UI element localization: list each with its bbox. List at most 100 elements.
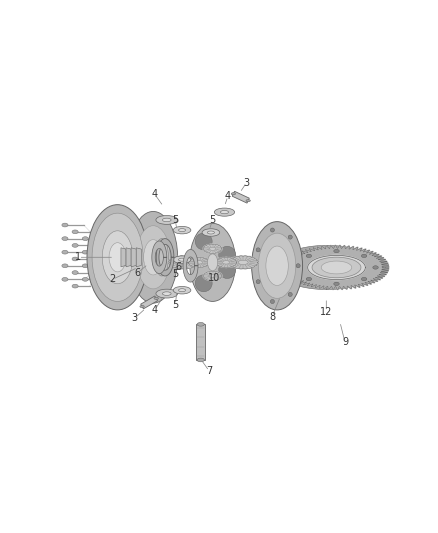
Ellipse shape — [129, 212, 178, 303]
Ellipse shape — [207, 231, 215, 234]
Ellipse shape — [92, 213, 143, 302]
Ellipse shape — [82, 237, 88, 240]
Text: 5: 5 — [172, 215, 178, 225]
Polygon shape — [136, 248, 141, 267]
Ellipse shape — [197, 322, 205, 326]
Ellipse shape — [202, 229, 220, 236]
Ellipse shape — [140, 305, 144, 308]
Polygon shape — [126, 248, 131, 267]
Ellipse shape — [72, 271, 78, 274]
Ellipse shape — [156, 289, 178, 298]
Ellipse shape — [173, 256, 191, 263]
Ellipse shape — [208, 254, 218, 271]
Ellipse shape — [295, 266, 300, 269]
Text: 12: 12 — [320, 306, 332, 317]
Polygon shape — [307, 255, 365, 280]
Ellipse shape — [195, 275, 212, 292]
Polygon shape — [121, 248, 126, 267]
Text: 4: 4 — [225, 191, 231, 201]
Ellipse shape — [173, 286, 191, 294]
Ellipse shape — [62, 223, 68, 227]
Polygon shape — [196, 324, 205, 360]
Ellipse shape — [179, 229, 186, 232]
Ellipse shape — [251, 222, 303, 310]
Text: 9: 9 — [342, 337, 348, 347]
Polygon shape — [215, 257, 237, 268]
Ellipse shape — [312, 257, 361, 278]
Ellipse shape — [306, 277, 311, 281]
Polygon shape — [203, 244, 222, 254]
Text: 10: 10 — [208, 273, 220, 282]
Ellipse shape — [258, 233, 296, 298]
Ellipse shape — [238, 260, 248, 264]
Ellipse shape — [209, 247, 215, 251]
Ellipse shape — [72, 284, 78, 288]
Ellipse shape — [195, 261, 203, 264]
Text: 1: 1 — [75, 252, 81, 262]
Ellipse shape — [82, 278, 88, 281]
Ellipse shape — [334, 249, 339, 253]
Text: 4: 4 — [152, 190, 158, 199]
Ellipse shape — [288, 293, 292, 296]
Ellipse shape — [155, 239, 169, 276]
Text: 4: 4 — [152, 305, 158, 315]
Ellipse shape — [296, 264, 300, 268]
Ellipse shape — [72, 230, 78, 233]
Ellipse shape — [72, 244, 78, 247]
Polygon shape — [188, 257, 210, 268]
Ellipse shape — [136, 225, 170, 289]
Ellipse shape — [173, 227, 191, 234]
Ellipse shape — [154, 297, 159, 300]
Ellipse shape — [72, 257, 78, 261]
Ellipse shape — [361, 254, 367, 257]
Ellipse shape — [62, 237, 68, 240]
Ellipse shape — [223, 261, 230, 264]
Ellipse shape — [156, 215, 178, 224]
Ellipse shape — [361, 277, 367, 281]
Polygon shape — [141, 296, 158, 309]
Ellipse shape — [214, 208, 235, 216]
Ellipse shape — [62, 251, 68, 254]
Ellipse shape — [256, 248, 260, 252]
Ellipse shape — [321, 261, 352, 274]
Ellipse shape — [270, 300, 275, 304]
Ellipse shape — [162, 218, 171, 222]
Ellipse shape — [373, 266, 378, 269]
Ellipse shape — [62, 278, 68, 281]
Ellipse shape — [270, 228, 275, 232]
Ellipse shape — [209, 274, 215, 278]
Text: 7: 7 — [206, 366, 212, 376]
Ellipse shape — [82, 251, 88, 254]
Polygon shape — [228, 256, 258, 269]
Text: 5: 5 — [172, 269, 178, 279]
Ellipse shape — [334, 282, 339, 286]
Text: 6: 6 — [176, 262, 182, 272]
Text: 5: 5 — [172, 300, 178, 310]
Ellipse shape — [306, 254, 311, 257]
Ellipse shape — [195, 233, 212, 250]
Ellipse shape — [102, 231, 133, 284]
Text: 6: 6 — [135, 268, 141, 278]
Ellipse shape — [62, 264, 68, 268]
Ellipse shape — [179, 258, 186, 261]
Ellipse shape — [87, 205, 148, 310]
Polygon shape — [274, 245, 380, 289]
Ellipse shape — [197, 358, 205, 362]
Text: 2: 2 — [110, 274, 116, 284]
Ellipse shape — [190, 223, 236, 302]
Ellipse shape — [179, 289, 186, 292]
Polygon shape — [284, 245, 389, 289]
Text: 3: 3 — [244, 177, 250, 188]
Text: 5: 5 — [209, 215, 216, 225]
Ellipse shape — [220, 211, 229, 214]
Polygon shape — [169, 256, 199, 269]
Polygon shape — [203, 271, 222, 281]
Ellipse shape — [179, 260, 189, 264]
Ellipse shape — [162, 292, 171, 295]
Ellipse shape — [231, 192, 236, 195]
Ellipse shape — [82, 264, 88, 268]
Polygon shape — [131, 248, 136, 267]
Ellipse shape — [144, 240, 162, 275]
Ellipse shape — [256, 280, 260, 284]
Polygon shape — [232, 191, 249, 203]
